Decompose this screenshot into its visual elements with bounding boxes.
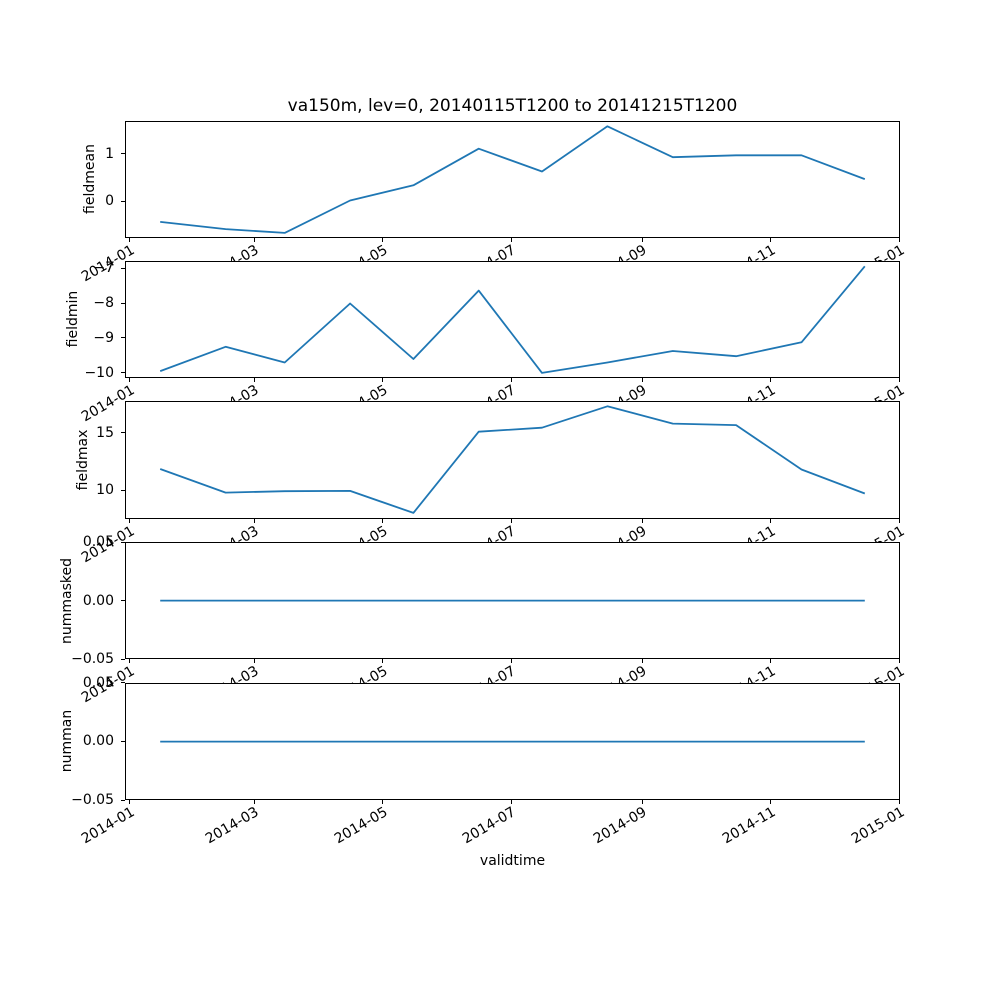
x-tick-mark xyxy=(510,377,512,382)
y-tick-mark xyxy=(121,682,125,684)
x-tick-mark xyxy=(770,518,772,523)
x-tick-mark xyxy=(770,377,772,382)
y-tick-label: 0 xyxy=(105,193,114,210)
x-tick-mark xyxy=(770,237,772,242)
x-tick-mark xyxy=(129,237,131,242)
y-tick-mark xyxy=(121,658,125,660)
x-tick-mark xyxy=(129,659,131,664)
subplot-fieldmax-axes xyxy=(125,401,900,519)
x-tick-mark xyxy=(641,237,643,242)
y-tick-label: −0.05 xyxy=(71,651,114,668)
y-tick-mark xyxy=(121,302,125,304)
x-tick-mark xyxy=(253,659,255,664)
subplot-numman-axes xyxy=(125,682,900,800)
y-tick-label: 1 xyxy=(105,145,114,162)
y-tick-mark xyxy=(121,432,125,434)
y-tick-mark xyxy=(121,372,125,374)
y-tick-mark xyxy=(121,267,125,269)
x-tick-mark xyxy=(899,800,901,804)
y-tick-mark xyxy=(121,337,125,339)
x-tick-mark xyxy=(510,237,512,242)
x-tick-mark xyxy=(253,800,255,804)
x-tick-mark xyxy=(770,659,772,664)
x-tick-mark xyxy=(641,800,643,804)
x-tick-mark xyxy=(641,659,643,664)
x-tick-mark xyxy=(382,237,384,242)
x-tick-mark xyxy=(382,518,384,523)
x-tick-mark xyxy=(641,518,643,523)
fieldmin-line xyxy=(159,265,866,374)
x-tick-mark xyxy=(899,237,901,242)
fieldmax-line xyxy=(159,405,866,515)
y-tick-label: −10 xyxy=(84,364,114,381)
y-tick-label: 15 xyxy=(96,424,114,441)
x-tick-mark xyxy=(382,377,384,382)
y-tick-mark xyxy=(121,600,125,602)
y-tick-mark xyxy=(121,489,125,491)
x-tick-mark xyxy=(129,518,131,523)
x-tick-mark xyxy=(253,377,255,382)
y-tick-label: −0.05 xyxy=(71,792,114,808)
y-tick-label: −7 xyxy=(93,260,114,277)
y-tick-label: 0.00 xyxy=(82,733,114,750)
x-tick-mark xyxy=(899,659,901,664)
y-tick-mark xyxy=(121,541,125,543)
x-tick-mark xyxy=(382,800,384,804)
y-tick-label: −8 xyxy=(93,295,114,312)
x-tick-mark xyxy=(510,518,512,523)
y-tick-label: −9 xyxy=(93,329,114,346)
y-tick-label: 0.00 xyxy=(82,592,114,609)
x-tick-mark xyxy=(899,377,901,382)
x-axis-label: validtime xyxy=(479,853,546,869)
y-tick-mark xyxy=(121,153,125,154)
x-tick-mark xyxy=(510,800,512,804)
y-tick-mark xyxy=(121,740,125,742)
x-tick-mark xyxy=(641,377,643,382)
x-tick-mark xyxy=(129,377,131,382)
x-tick-mark xyxy=(253,237,255,242)
subplot-fieldmin-axes xyxy=(125,260,900,378)
fieldmean-line xyxy=(160,124,866,234)
x-tick-mark xyxy=(510,659,512,664)
y-tick-mark xyxy=(121,799,125,801)
y-tick-mark xyxy=(121,200,125,202)
fieldmean-ylabel: fieldmean xyxy=(82,144,98,215)
subplot-nummasked-axes xyxy=(125,542,900,660)
chart-title: va150m, lev=0, 20140115T1200 to 20141215… xyxy=(287,96,738,116)
x-tick-mark xyxy=(899,518,901,523)
subplot-fieldmean-axes xyxy=(125,120,900,238)
y-tick-label: 0.05 xyxy=(82,674,114,691)
x-tick-mark xyxy=(253,518,255,523)
x-tick-mark xyxy=(382,659,384,664)
x-tick-mark xyxy=(129,800,131,804)
y-tick-label: 10 xyxy=(96,482,114,499)
x-tick-label: 2014-01 xyxy=(78,804,138,848)
y-tick-label: 0.05 xyxy=(82,534,114,551)
x-tick-mark xyxy=(770,800,772,804)
fieldmax-ylabel: fieldmax xyxy=(75,429,91,491)
